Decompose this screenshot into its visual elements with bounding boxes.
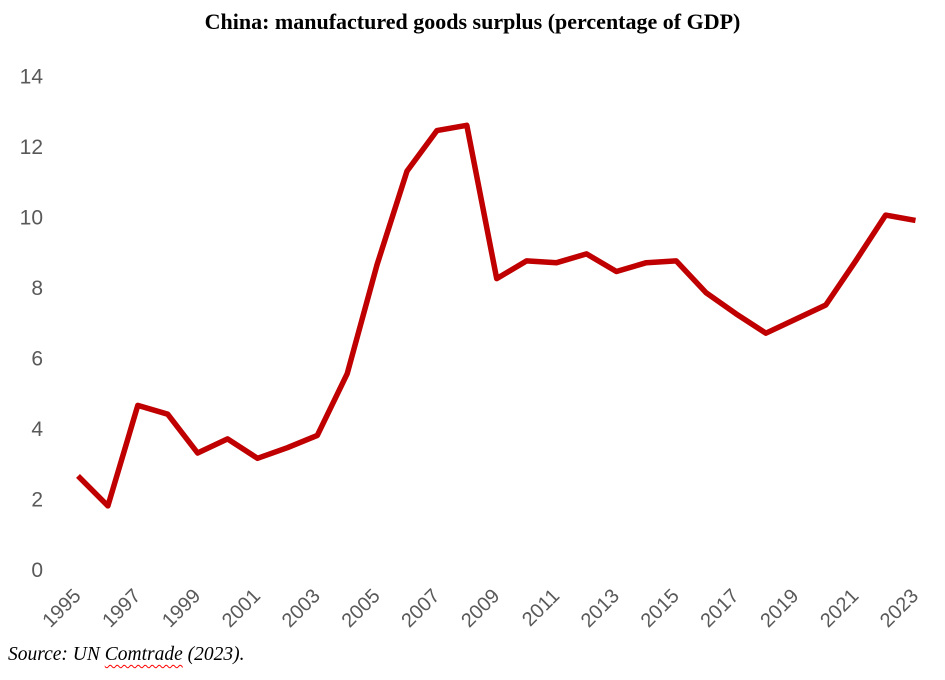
y-axis-tick-label: 4 bbox=[31, 418, 43, 441]
x-axis-tick-label: 2003 bbox=[278, 585, 325, 632]
line-chart: 0 2 4 6 8 10 12 14 1995 1997 1999 2001 2003 2005 2007 2… bbox=[20, 65, 923, 632]
x-axis-tick-label: 1995 bbox=[39, 585, 86, 632]
x-axis-tick-label: 2007 bbox=[397, 585, 444, 632]
x-axis-tick-label: 2011 bbox=[518, 585, 564, 631]
data-line-china-surplus bbox=[76, 122, 916, 509]
x-axis-tick-label: 2005 bbox=[338, 585, 385, 632]
source-suffix-text: (2023). bbox=[182, 644, 245, 665]
y-axis-tick-label: 12 bbox=[20, 136, 43, 159]
x-axis-tick-label: 1997 bbox=[98, 585, 145, 632]
y-axis-tick-label: 8 bbox=[31, 277, 43, 300]
x-axis-tick-label: 2017 bbox=[697, 585, 744, 632]
source-note: Source: UN Comtrade (2023). bbox=[8, 644, 245, 666]
y-axis-tick-label: 14 bbox=[20, 65, 44, 88]
y-axis-tick-label: 0 bbox=[31, 559, 43, 582]
x-axis-tick-label: 2015 bbox=[637, 585, 684, 632]
x-axis-tick-label: 2021 bbox=[816, 585, 863, 632]
source-prefix-text: Source: UN bbox=[8, 644, 105, 665]
source-misspelled-word: Comtrade bbox=[104, 644, 183, 665]
x-axis-tick-label: 2019 bbox=[756, 585, 803, 632]
x-axis-tick-label: 2001 bbox=[218, 585, 265, 632]
chart-title: China: manufactured goods surplus (perce… bbox=[204, 9, 741, 34]
x-axis-tick-label: 1999 bbox=[158, 585, 205, 632]
y-axis-tick-label: 10 bbox=[20, 206, 43, 229]
y-axis-tick-label: 6 bbox=[31, 347, 43, 370]
x-axis-tick-label: 2023 bbox=[876, 585, 923, 632]
x-axis-tick-label: 2009 bbox=[457, 585, 504, 632]
y-axis-tick-label: 2 bbox=[31, 488, 43, 511]
x-axis-tick-label: 2013 bbox=[577, 585, 624, 632]
